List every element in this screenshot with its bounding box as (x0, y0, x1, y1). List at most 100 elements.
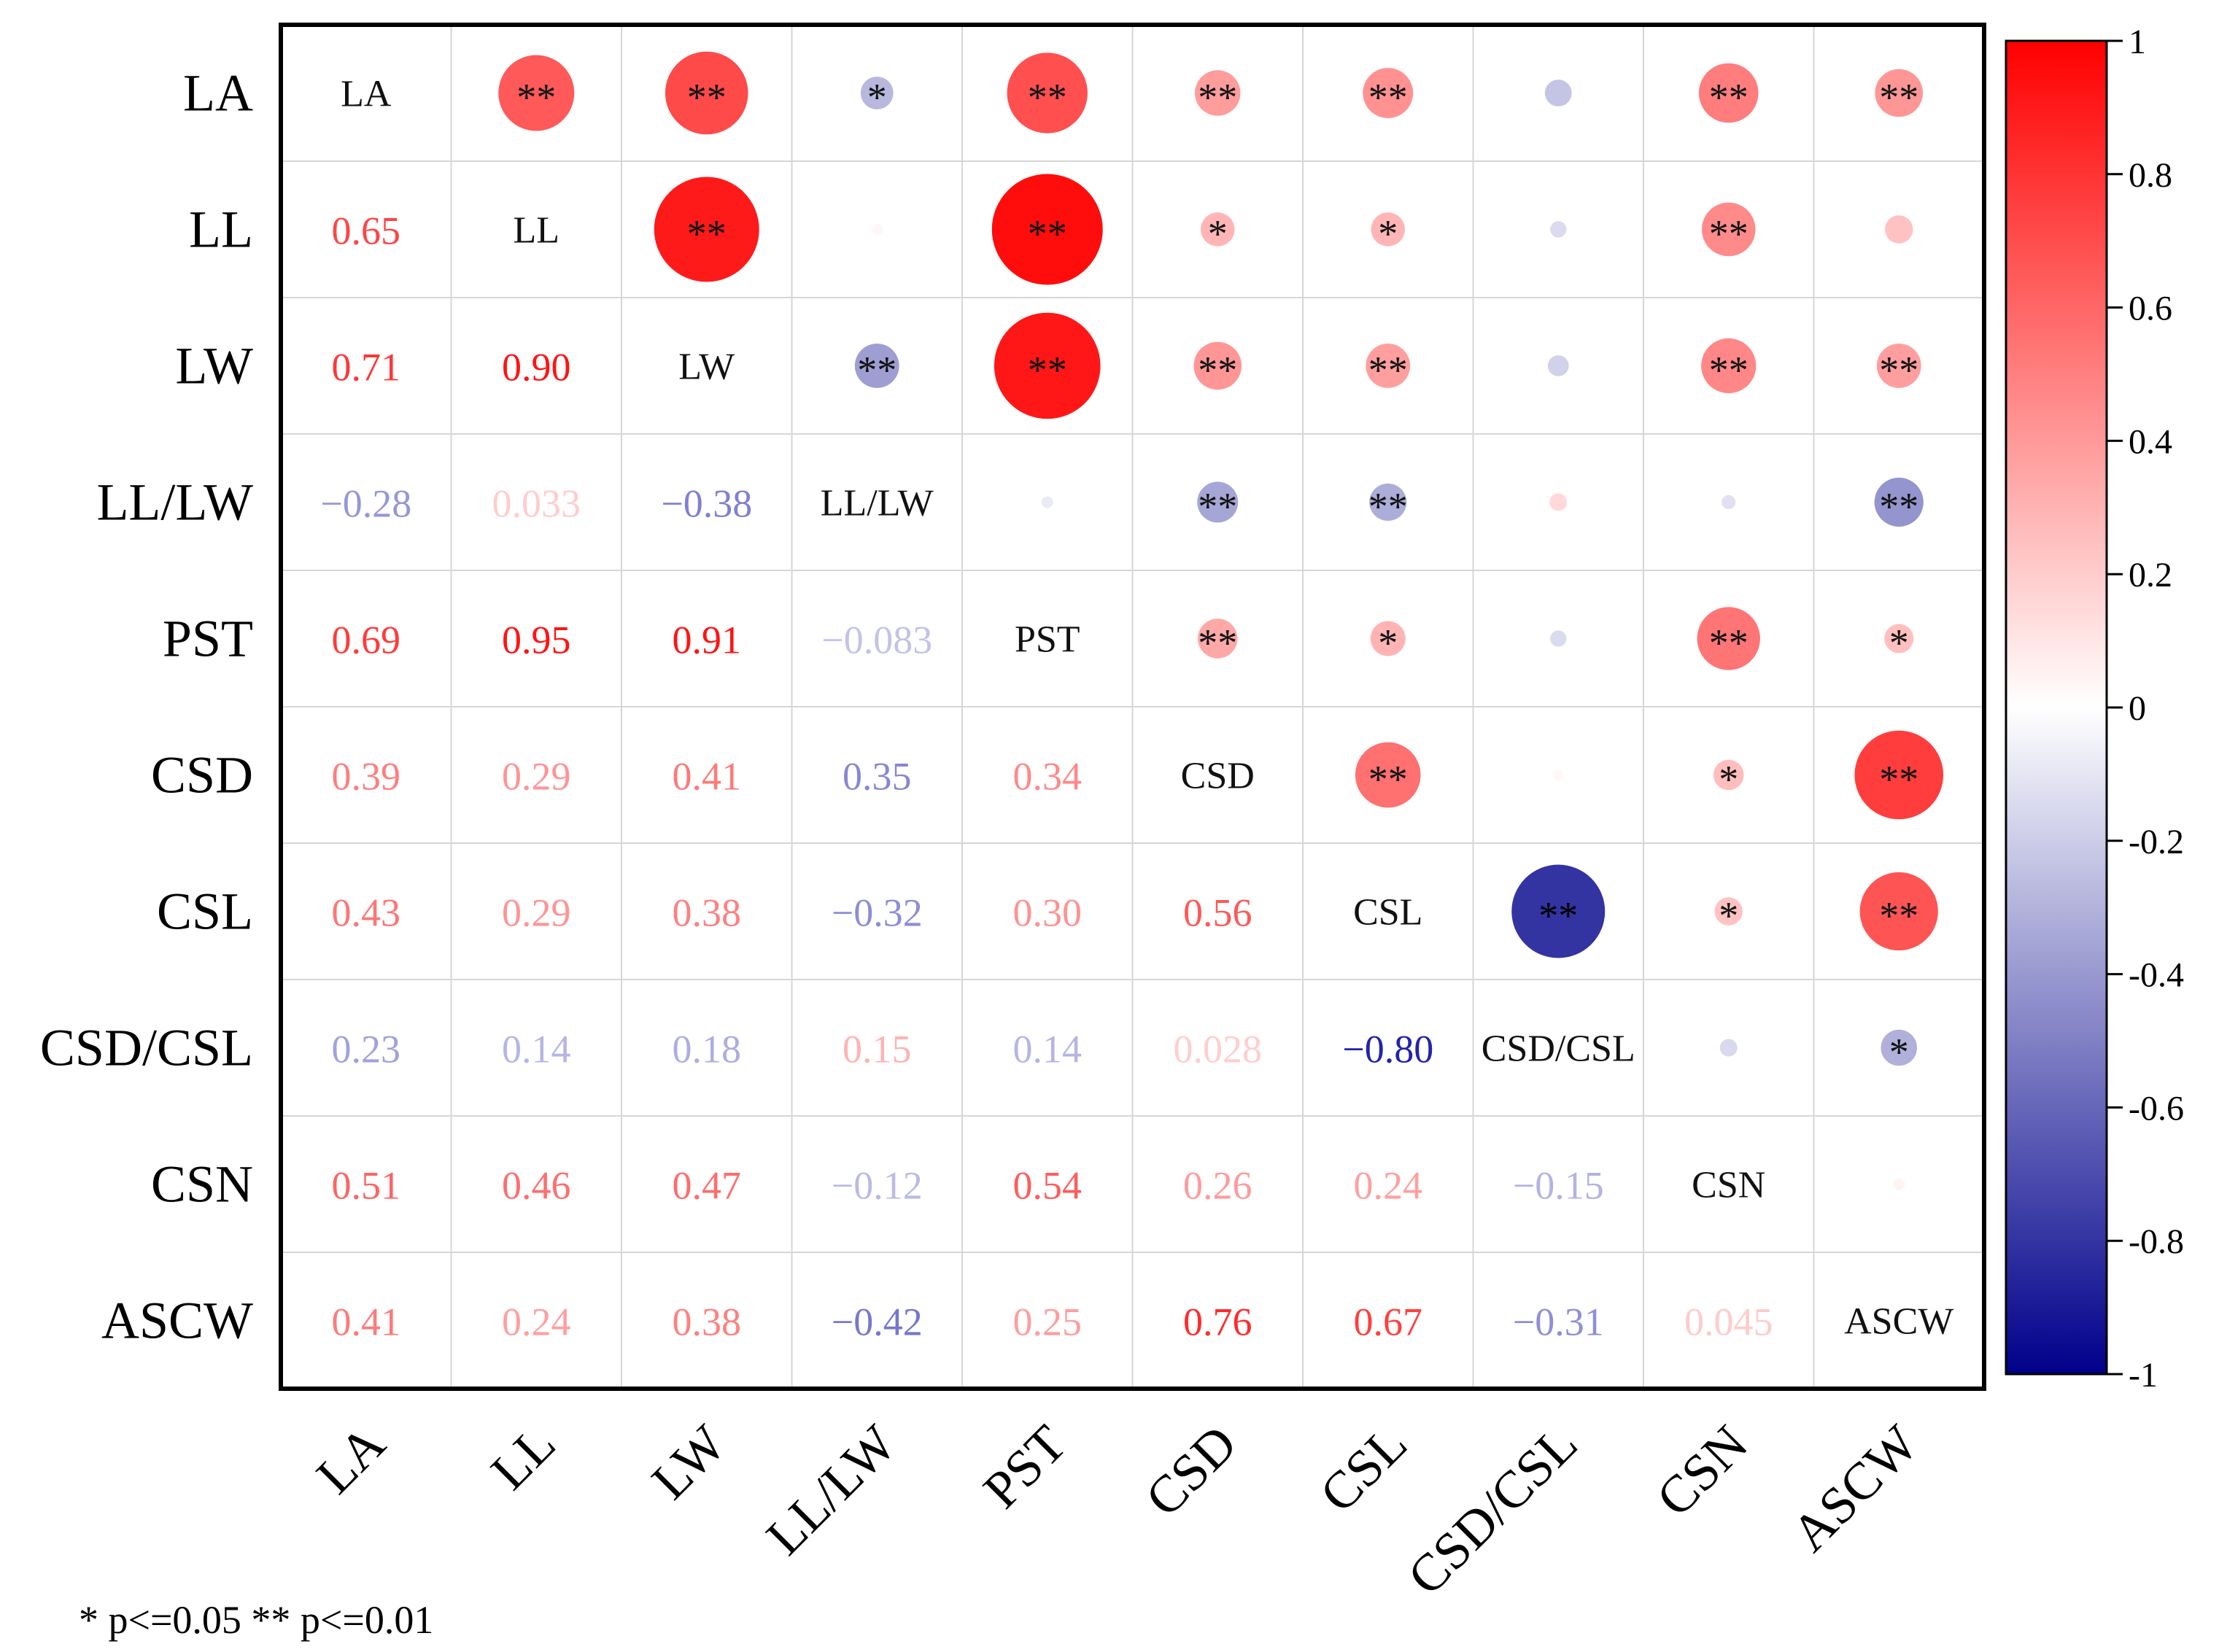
row-label-ascw: ASCW (101, 1292, 253, 1350)
coefficient-label: 0.91 (673, 618, 742, 662)
correlation-circle (1363, 68, 1414, 118)
coefficient-label: 0.29 (502, 891, 571, 935)
colorbar-tick-label: 0.6 (2129, 290, 2172, 328)
correlation-circle (994, 312, 1101, 419)
column-label-ll-lw: LL/LW (755, 1414, 907, 1566)
correlation-circle (1007, 53, 1088, 133)
coefficient-label: 0.65 (332, 209, 401, 253)
column-label-csd-csl: CSD/CSL (1396, 1414, 1588, 1606)
correlation-circle (1201, 212, 1235, 247)
significance-marker: ** (1368, 485, 1408, 529)
significance-marker: ** (1198, 621, 1237, 665)
column-label-la: LA (306, 1414, 396, 1505)
significance-marker: ** (1028, 349, 1067, 392)
correlation-circle (1854, 730, 1944, 820)
row-label-csl: CSL (157, 883, 253, 941)
coefficient-label: −0.31 (1513, 1300, 1604, 1344)
diagonal-label-csd: CSD (1181, 756, 1255, 797)
colorbar-tick-label: 0.4 (2129, 422, 2172, 461)
row-label-ll: LL (189, 201, 253, 259)
coefficient-label: 0.028 (1174, 1028, 1263, 1071)
correlation-circle (1370, 621, 1406, 656)
coefficient-label: 0.26 (1183, 1164, 1252, 1208)
significance-marker: ** (1709, 76, 1749, 120)
correlation-circle (991, 174, 1103, 285)
coefficient-label: −0.12 (832, 1164, 923, 1208)
coefficient-label: 0.71 (332, 346, 401, 389)
coefficient-label: 0.25 (1013, 1300, 1083, 1344)
coefficient-label: −0.38 (661, 482, 752, 526)
correlation-circle (1714, 897, 1743, 926)
correlation-circle (1197, 481, 1239, 523)
column-label-pst: PST (972, 1414, 1077, 1519)
correlation-circle (1549, 493, 1568, 511)
diagonal-label-csd-csl: CSD/CSL (1482, 1028, 1635, 1070)
correlation-circle (1713, 759, 1744, 791)
correlation-circle (1193, 341, 1242, 390)
significance-marker: ** (1198, 76, 1237, 120)
coefficient-label: −0.32 (832, 891, 923, 935)
diagonal-label-csn: CSN (1692, 1165, 1765, 1206)
row-label-pst: PST (163, 610, 253, 668)
significance-marker: ** (1028, 76, 1067, 120)
coefficient-label: 0.24 (502, 1300, 571, 1344)
diagonal-label-la: LA (341, 74, 392, 115)
significance-marker: * (1719, 758, 1738, 802)
coefficient-label: −0.42 (832, 1300, 923, 1344)
coefficient-label: −0.80 (1342, 1028, 1433, 1071)
correlation-circle (1550, 630, 1567, 647)
significance-marker: ** (1709, 349, 1749, 392)
significance-marker: ** (1368, 758, 1408, 802)
correlation-circle (1701, 202, 1756, 257)
coefficient-label: 0.46 (502, 1164, 571, 1208)
column-label-csl: CSL (1309, 1414, 1418, 1524)
coefficient-label: 0.29 (502, 755, 571, 799)
correlation-circle (1719, 1039, 1738, 1057)
coefficient-label: 0.23 (332, 1028, 401, 1071)
coefficient-label: 0.56 (1183, 891, 1252, 935)
colorbar-tick-label: 0.2 (2129, 556, 2172, 594)
significance-marker: * (867, 76, 887, 120)
correlation-circle (1875, 69, 1924, 117)
significance-marker: ** (1879, 485, 1918, 529)
significance-marker: ** (857, 349, 896, 392)
coefficient-label: −0.083 (821, 618, 932, 662)
correlation-circle (665, 51, 748, 135)
row-label-csd-csl: CSD/CSL (40, 1019, 253, 1077)
coefficient-label: 0.15 (843, 1028, 912, 1071)
coefficient-label: 0.24 (1354, 1164, 1423, 1208)
correlation-circle (1041, 496, 1053, 508)
colorbar-tick-label: -0.4 (2129, 956, 2184, 995)
column-label-csn: CSN (1645, 1414, 1759, 1528)
significance-marker: * (1719, 894, 1738, 938)
significance-marker: ** (1028, 212, 1067, 256)
significance-marker: ** (1368, 349, 1408, 392)
colorbar-tick-label: 0.8 (2129, 156, 2172, 195)
row-label-la: LA (183, 64, 253, 123)
row-label-csd: CSD (151, 746, 253, 804)
row-label-lw: LW (175, 337, 253, 395)
colorbar-tick-label: -0.6 (2129, 1089, 2184, 1128)
coefficient-label: −0.15 (1513, 1164, 1604, 1208)
correlation-circle (1885, 215, 1913, 244)
significance-marker: * (1889, 621, 1909, 665)
significance-marker: * (1889, 1031, 1909, 1074)
correlation-circle (860, 77, 894, 109)
correlation-circle (1876, 344, 1921, 388)
significance-marker: ** (687, 212, 727, 256)
coefficient-label: 0.54 (1013, 1164, 1083, 1208)
diagonal-label-csl: CSL (1353, 892, 1422, 934)
coefficient-label: −0.28 (320, 482, 411, 526)
coefficient-label: 0.045 (1684, 1300, 1773, 1344)
significance-marker: ** (516, 76, 556, 120)
significance-footnote: * p<=0.05 ** p<=0.01 (79, 1598, 434, 1642)
colorbar-tick-label: -1 (2129, 1356, 2158, 1395)
correlation-circle (1547, 355, 1569, 376)
significance-marker: ** (1879, 758, 1918, 802)
significance-marker: ** (1879, 76, 1918, 120)
significance-marker: ** (1368, 76, 1408, 120)
correlation-circle (498, 55, 575, 131)
coefficient-label: 0.90 (502, 346, 571, 389)
significance-marker: ** (1709, 212, 1749, 256)
significance-marker: ** (1879, 349, 1918, 392)
